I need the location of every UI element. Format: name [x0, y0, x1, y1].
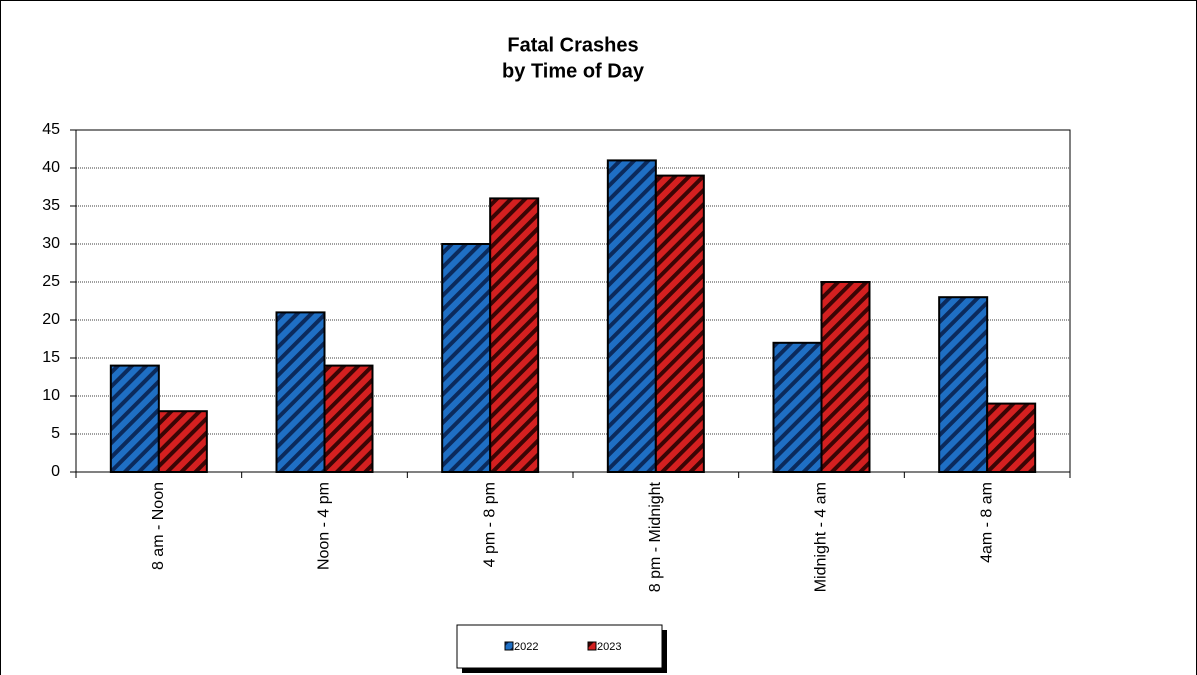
bar [606, 159, 657, 473]
y-tick-label: 35 [42, 197, 60, 214]
y-tick-label: 10 [42, 387, 60, 404]
y-tick-label: 15 [42, 349, 60, 366]
bar [986, 402, 1037, 474]
bar [109, 364, 160, 474]
x-tick-label: Noon - 4 pm [316, 482, 333, 570]
y-tick-label: 5 [51, 425, 60, 442]
x-tick-label: Midnight - 4 am [813, 482, 830, 592]
chart-subtitle: by Time of Day [502, 60, 645, 82]
plot-area [75, 129, 1071, 473]
legend-label: 2022 [514, 641, 538, 653]
y-tick-label: 45 [42, 121, 60, 138]
x-tick-label: 8 pm - Midnight [647, 481, 664, 592]
legend-label: 2023 [597, 641, 621, 653]
bar [820, 281, 871, 473]
x-tick-label: 4am - 8 am [978, 482, 995, 563]
x-tick-label: 4 pm - 8 pm [481, 482, 498, 567]
bar [323, 364, 374, 474]
y-tick-label: 25 [42, 273, 60, 290]
chart-title: Fatal Crashes [507, 34, 638, 56]
y-tick-label: 0 [51, 463, 60, 480]
legend-swatch [587, 641, 597, 651]
bar [489, 197, 540, 473]
bar [772, 341, 823, 473]
y-tick-label: 20 [42, 311, 60, 328]
y-tick-label: 30 [42, 235, 60, 252]
legend-swatch [504, 641, 514, 651]
y-tick-label: 40 [42, 159, 60, 176]
legend-box [456, 624, 663, 669]
bar [441, 243, 492, 473]
bar [275, 311, 326, 473]
x-tick-label: 8 am - Noon [150, 482, 167, 570]
bar [654, 174, 705, 473]
bar [938, 296, 989, 474]
bar [157, 410, 208, 474]
